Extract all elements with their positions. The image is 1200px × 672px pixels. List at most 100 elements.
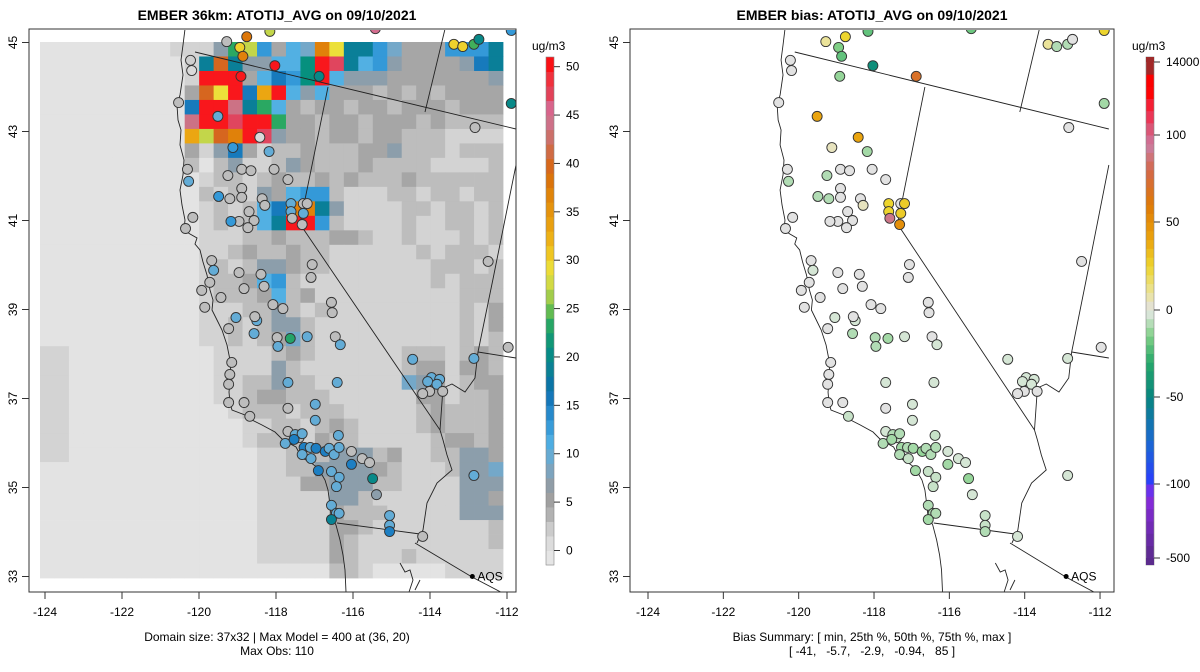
grid-cell bbox=[40, 491, 55, 506]
grid-cell bbox=[68, 476, 84, 492]
colorbar-bin bbox=[546, 492, 554, 508]
grid-cell bbox=[358, 563, 374, 579]
grid-cell bbox=[170, 85, 186, 101]
obs-station-point bbox=[196, 284, 208, 296]
grid-cell bbox=[40, 128, 55, 144]
colorbar-bin bbox=[1146, 122, 1154, 136]
grid-cell bbox=[358, 433, 374, 449]
grid-cell bbox=[68, 520, 84, 535]
bias-station-point bbox=[966, 489, 978, 501]
grid-cell bbox=[372, 462, 388, 477]
grid-cell bbox=[68, 433, 84, 449]
bias-station-point bbox=[1062, 353, 1074, 364]
bias-station-point bbox=[894, 428, 906, 440]
grid-cell bbox=[68, 114, 84, 130]
grid-cell bbox=[300, 288, 316, 304]
grid-cell bbox=[358, 230, 374, 246]
bias-station-point bbox=[857, 199, 869, 211]
colorbar-tick-label: 0 bbox=[566, 543, 573, 557]
grid-cell bbox=[459, 99, 475, 115]
colorbar-tick-label: 40 bbox=[566, 156, 580, 170]
grid-cell bbox=[401, 563, 417, 579]
grid-cell bbox=[430, 259, 446, 275]
grid-cell bbox=[213, 462, 229, 477]
grid-cell bbox=[488, 447, 504, 463]
grid-cell bbox=[271, 288, 287, 304]
grid-cell bbox=[228, 331, 243, 347]
grid-cell bbox=[184, 418, 200, 434]
grid-cell bbox=[141, 157, 157, 173]
grid-cell bbox=[474, 143, 489, 159]
obs-station-point bbox=[326, 307, 338, 319]
bias-station-point bbox=[781, 163, 793, 175]
grid-cell bbox=[416, 462, 432, 477]
obs-station-point bbox=[268, 163, 280, 175]
colorbar-bin bbox=[1146, 274, 1154, 285]
bias-station-point bbox=[902, 453, 914, 465]
grid-cell bbox=[271, 143, 287, 159]
grid-cell bbox=[416, 273, 432, 289]
grid-cell bbox=[141, 418, 157, 434]
colorado-river-border bbox=[416, 429, 453, 544]
grid-cell bbox=[343, 288, 359, 304]
grid-cell bbox=[54, 128, 70, 144]
grid-cell bbox=[40, 230, 55, 246]
grid-cell bbox=[213, 476, 229, 492]
grid-cell bbox=[474, 520, 489, 535]
colorbar-tick-label: 14000 bbox=[1166, 55, 1200, 69]
x-tick-label: -124 bbox=[636, 605, 660, 619]
grid-cell bbox=[257, 563, 272, 579]
grid-cell bbox=[343, 346, 359, 362]
grid-cell bbox=[83, 172, 99, 188]
grid-cell bbox=[242, 128, 258, 144]
obs-station-point bbox=[346, 458, 357, 470]
grid-cell bbox=[97, 85, 113, 101]
grid-cell bbox=[488, 288, 504, 304]
grid-cell bbox=[83, 447, 99, 463]
grid-cell bbox=[285, 128, 301, 144]
grid-cell bbox=[184, 186, 200, 202]
grid-cell bbox=[83, 114, 99, 130]
grid-cell bbox=[199, 534, 215, 550]
grid-cell bbox=[83, 302, 99, 318]
grid-cell bbox=[184, 563, 200, 579]
grid-cell bbox=[474, 157, 489, 173]
grid-cell bbox=[199, 114, 215, 130]
obs-station-point bbox=[502, 341, 514, 353]
grid-cell bbox=[329, 317, 345, 333]
grid-cell bbox=[416, 157, 432, 173]
grid-cell bbox=[430, 56, 446, 72]
colorbar-bin bbox=[546, 405, 554, 421]
grid-cell bbox=[257, 433, 272, 449]
grid-cell bbox=[170, 317, 186, 333]
grid-cell bbox=[155, 186, 171, 202]
grid-cell bbox=[141, 186, 157, 202]
grid-cell bbox=[459, 259, 475, 275]
grid-cell bbox=[155, 114, 171, 130]
coastline bbox=[776, 30, 943, 592]
grid-cell bbox=[329, 201, 345, 217]
grid-cell bbox=[430, 172, 446, 188]
colorbar-bin bbox=[1146, 74, 1154, 87]
grid-cell bbox=[68, 157, 84, 173]
grid-cell bbox=[40, 273, 55, 289]
grid-cell bbox=[257, 462, 272, 477]
grid-cell bbox=[126, 70, 142, 86]
grid-cell bbox=[155, 447, 171, 463]
obs-station-point bbox=[306, 259, 318, 271]
grid-cell bbox=[112, 346, 128, 362]
colorbar-bin bbox=[1146, 230, 1154, 241]
grid-cell bbox=[372, 215, 388, 231]
grid-cell bbox=[285, 259, 301, 275]
grid-cell bbox=[126, 42, 142, 57]
grid-cell bbox=[329, 99, 345, 115]
obs-station-point bbox=[346, 446, 357, 457]
obs-station-point bbox=[221, 36, 233, 48]
y-tick-label: 41 bbox=[607, 214, 621, 228]
grid-cell bbox=[430, 563, 446, 579]
colorbar-bin bbox=[546, 260, 554, 276]
grid-cell bbox=[126, 317, 142, 333]
colorbar-bin bbox=[1146, 362, 1154, 372]
bias-station-point bbox=[805, 255, 817, 266]
grid-cell bbox=[213, 360, 229, 376]
